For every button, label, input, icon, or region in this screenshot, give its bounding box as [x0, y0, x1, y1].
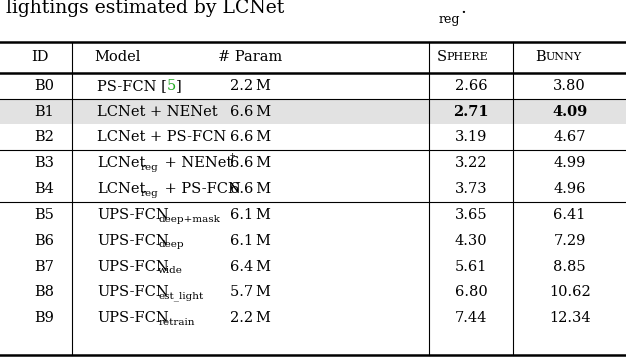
Text: .: .	[460, 0, 466, 17]
Text: UPS-FCN: UPS-FCN	[97, 285, 169, 300]
Text: reg: reg	[141, 163, 158, 172]
Text: 6.80: 6.80	[454, 285, 488, 300]
Text: 3.19: 3.19	[455, 130, 487, 145]
Text: 3.73: 3.73	[454, 182, 488, 196]
Text: 6.1 M: 6.1 M	[230, 234, 271, 248]
Text: 12.34: 12.34	[549, 311, 590, 325]
Text: 2.2 M: 2.2 M	[230, 311, 271, 325]
Text: B5: B5	[34, 208, 54, 222]
Text: UPS-FCN: UPS-FCN	[97, 311, 169, 325]
Text: 4.09: 4.09	[552, 104, 587, 119]
Text: 4.99: 4.99	[553, 156, 586, 170]
Text: lightings estimated by LCNet: lightings estimated by LCNet	[6, 0, 284, 17]
Bar	[0, 99, 626, 124]
Text: est_light: est_light	[158, 292, 203, 301]
Text: deep: deep	[158, 241, 184, 249]
Text: B8: B8	[34, 285, 54, 300]
Text: 8.85: 8.85	[553, 260, 586, 274]
Text: + NENet: + NENet	[160, 156, 232, 170]
Text: reg: reg	[438, 13, 459, 26]
Text: UNNY: UNNY	[546, 52, 582, 62]
Text: + PS-FCN: + PS-FCN	[160, 182, 240, 196]
Text: UPS-FCN: UPS-FCN	[97, 208, 169, 222]
Text: B4: B4	[34, 182, 54, 196]
Text: 6.6 M: 6.6 M	[230, 156, 271, 170]
Text: 6.1 M: 6.1 M	[230, 208, 271, 222]
Text: 10.62: 10.62	[549, 285, 590, 300]
Text: B0: B0	[34, 79, 54, 93]
Text: 3.80: 3.80	[553, 79, 586, 93]
Text: 6.6 M: 6.6 M	[230, 104, 271, 119]
Text: 4.67: 4.67	[553, 130, 586, 145]
Text: UPS-FCN: UPS-FCN	[97, 234, 169, 248]
Text: 6.41: 6.41	[553, 208, 586, 222]
Text: Model: Model	[94, 50, 140, 64]
Text: 2.71: 2.71	[453, 104, 489, 119]
Text: B6: B6	[34, 234, 54, 248]
Text: 3.65: 3.65	[454, 208, 488, 222]
Text: B: B	[535, 50, 546, 64]
Text: reg: reg	[141, 189, 158, 198]
Text: 3.22: 3.22	[455, 156, 487, 170]
Text: deep+mask: deep+mask	[158, 215, 220, 223]
Text: 6.6 M: 6.6 M	[230, 130, 271, 145]
Text: 4.30: 4.30	[454, 234, 488, 248]
Text: S: S	[436, 50, 447, 64]
Text: 5.7 M: 5.7 M	[230, 285, 271, 300]
Text: ID: ID	[31, 50, 49, 64]
Text: LCNet + NENet: LCNet + NENet	[97, 104, 218, 119]
Text: 2.2 M: 2.2 M	[230, 79, 271, 93]
Text: B2: B2	[34, 130, 54, 145]
Text: B3: B3	[34, 156, 54, 170]
Text: †: †	[230, 153, 235, 162]
Text: 4.96: 4.96	[553, 182, 586, 196]
Text: 7.29: 7.29	[553, 234, 586, 248]
Text: LCNet: LCNet	[97, 156, 145, 170]
Text: B7: B7	[34, 260, 54, 274]
Text: retrain: retrain	[158, 318, 195, 327]
Text: 7.44: 7.44	[455, 311, 487, 325]
Text: 2.66: 2.66	[454, 79, 488, 93]
Text: B1: B1	[34, 104, 54, 119]
Text: ]: ]	[176, 79, 182, 93]
Text: PS-FCN [: PS-FCN [	[97, 79, 167, 93]
Text: 6.4 M: 6.4 M	[230, 260, 271, 274]
Text: B9: B9	[34, 311, 54, 325]
Text: PHERE: PHERE	[446, 52, 488, 62]
Text: # Param: # Param	[218, 50, 282, 64]
Text: LCNet + PS-FCN: LCNet + PS-FCN	[97, 130, 226, 145]
Text: 5: 5	[167, 79, 177, 93]
Text: UPS-FCN: UPS-FCN	[97, 260, 169, 274]
Text: 5.61: 5.61	[455, 260, 487, 274]
Text: 6.6 M: 6.6 M	[230, 182, 271, 196]
Text: wide: wide	[158, 266, 183, 275]
Text: LCNet: LCNet	[97, 182, 145, 196]
